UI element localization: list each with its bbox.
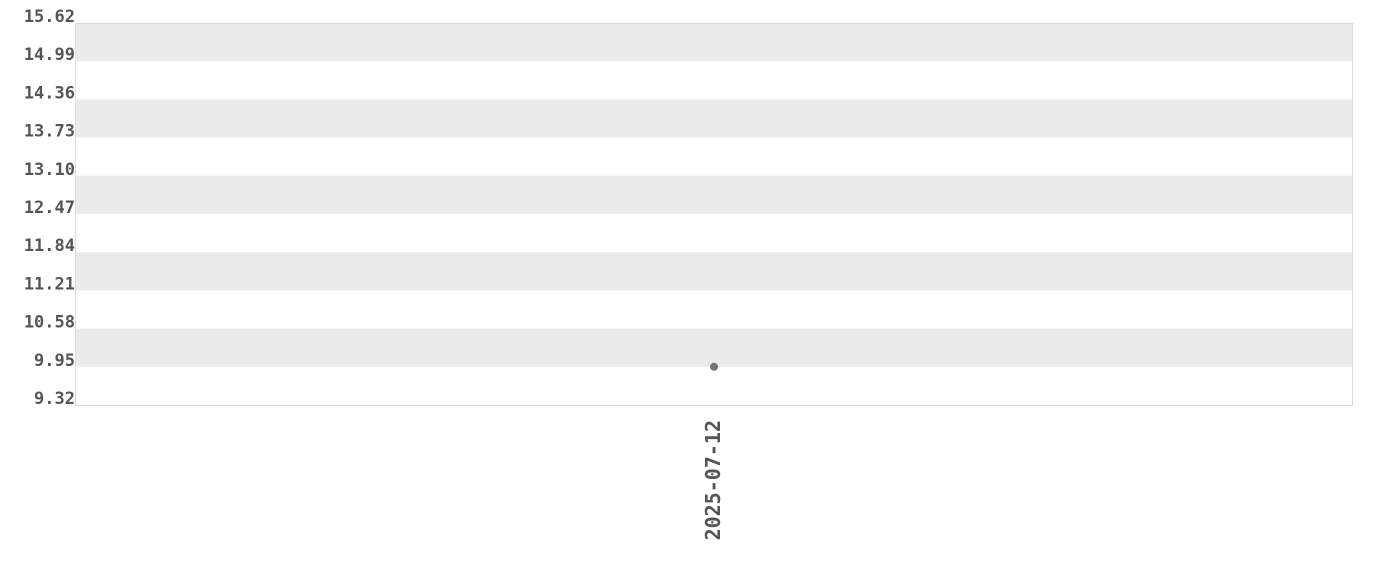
plot-border [75, 23, 1353, 406]
grid-bands [76, 23, 1352, 367]
data-point [710, 362, 718, 371]
grid-band [76, 23, 1352, 62]
y-tick-label: 10.58 [24, 313, 75, 333]
grid-band [76, 328, 1352, 367]
y-tick-label: 14.36 [24, 83, 75, 103]
grid-band [76, 252, 1352, 291]
y-tick-label: 14.99 [24, 45, 75, 65]
x-axis: 2025-07-12 [701, 420, 725, 540]
y-tick-label: 12.47 [24, 198, 75, 218]
x-tick-label: 2025-07-12 [701, 420, 725, 540]
y-tick-label: 9.32 [34, 389, 75, 409]
y-tick-label: 9.95 [34, 351, 75, 371]
y-tick-label: 13.73 [24, 122, 75, 142]
y-tick-label: 11.21 [24, 274, 75, 294]
y-tick-label: 13.10 [24, 160, 75, 180]
data-points [710, 362, 718, 371]
y-axis: 9.32 9.95 10.58 11.21 11.84 12.47 13.10 13.73 14… [24, 7, 75, 409]
y-tick-label: 15.62 [24, 7, 75, 27]
grid-band [76, 175, 1352, 214]
y-tick-label: 11.84 [24, 236, 75, 256]
grid-band [76, 99, 1352, 138]
